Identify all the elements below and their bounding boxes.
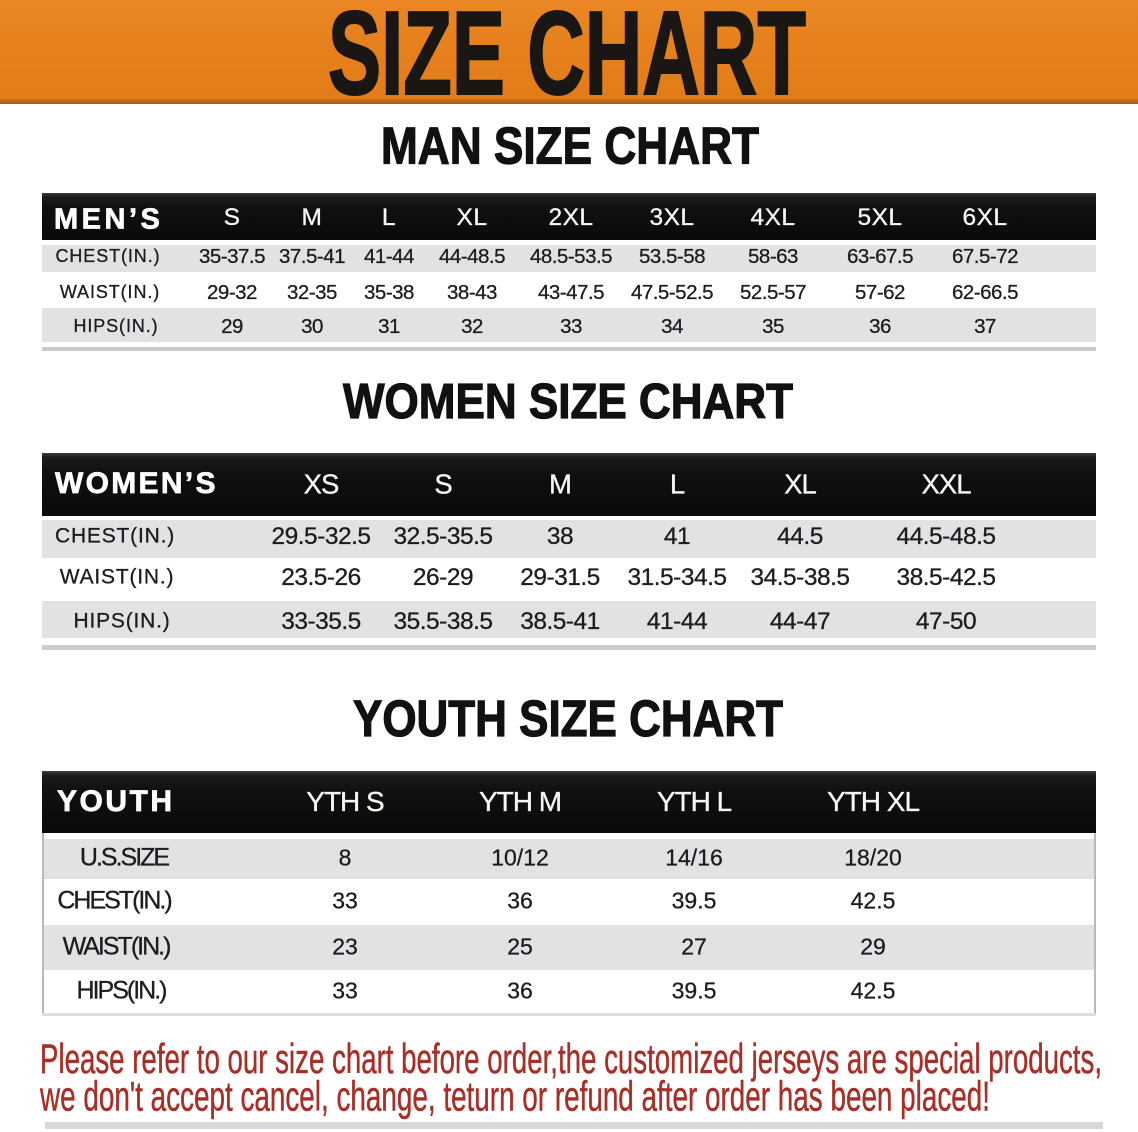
svg-text:we don't accept cancel, change: we don't accept cancel, change, teturn o…	[39, 1072, 990, 1119]
svg-text:YOUTH SIZE CHART: YOUTH SIZE CHART	[353, 690, 783, 747]
svg-text:Please refer to our size chart: Please refer to our size chart before or…	[40, 1035, 1102, 1082]
svg-text:SIZE CHART: SIZE CHART	[328, 0, 806, 120]
svg-text:WOMEN SIZE CHART: WOMEN SIZE CHART	[343, 374, 793, 429]
svg-text:MAN SIZE CHART: MAN SIZE CHART	[381, 118, 759, 176]
